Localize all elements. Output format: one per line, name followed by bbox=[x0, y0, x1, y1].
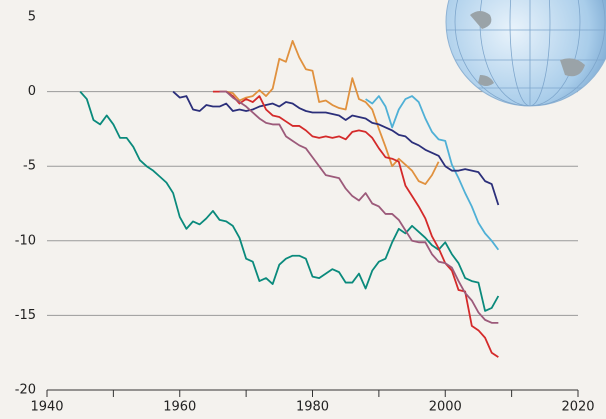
data-line bbox=[226, 39, 440, 185]
y-tick-label: 5 bbox=[28, 10, 36, 25]
x-tick-label: 1980 bbox=[296, 400, 329, 415]
data-line bbox=[79, 91, 500, 312]
y-tick-label: -10 bbox=[15, 233, 36, 248]
data-line bbox=[219, 90, 499, 324]
y-tick-label: -20 bbox=[15, 383, 36, 398]
x-tick-label: 2000 bbox=[429, 400, 462, 415]
y-tick-label: -5 bbox=[23, 159, 36, 174]
data-line bbox=[212, 90, 499, 358]
globe-illustration bbox=[445, 0, 606, 107]
x-tick-label: 2020 bbox=[561, 400, 594, 415]
data-line bbox=[365, 95, 500, 251]
data-line bbox=[172, 90, 500, 206]
x-tick-label: 1940 bbox=[30, 400, 63, 415]
y-tick-label: -15 bbox=[15, 308, 36, 323]
y-tick-label: 0 bbox=[28, 84, 36, 99]
x-tick-label: 1960 bbox=[163, 400, 196, 415]
